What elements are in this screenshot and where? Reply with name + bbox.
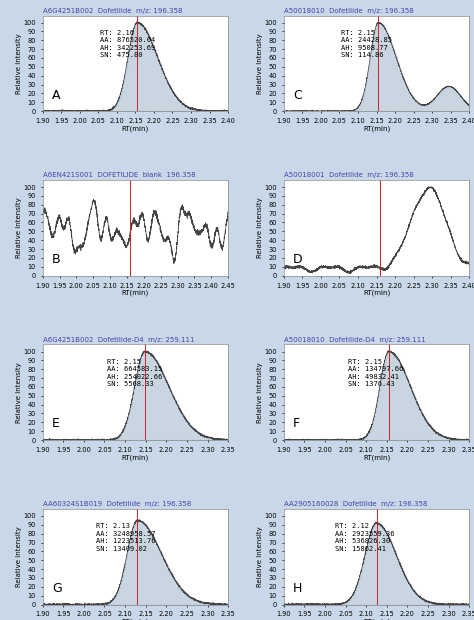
Text: RT: 2.12
AA: 2923559.36
AH: 536826.30
SN: 15862.41: RT: 2.12 AA: 2923559.36 AH: 536826.30 SN…	[335, 523, 395, 552]
Text: G: G	[52, 582, 62, 595]
Text: F: F	[293, 417, 300, 430]
Text: A6G4251B002  Dofetilide-D4  m/z: 259.111: A6G4251B002 Dofetilide-D4 m/z: 259.111	[43, 337, 194, 343]
Text: H: H	[293, 582, 302, 595]
Text: RT: 2.15
AA: 134797.66
AH: 49832.41
SN: 1376.43: RT: 2.15 AA: 134797.66 AH: 49832.41 SN: …	[347, 358, 403, 387]
Text: D: D	[293, 253, 303, 266]
Y-axis label: Relative Intensity: Relative Intensity	[16, 33, 22, 94]
X-axis label: RT(min): RT(min)	[122, 619, 149, 620]
Text: RT: 2.13
AA: 3248958.57
AH: 1223513.76
SN: 13409.02: RT: 2.13 AA: 3248958.57 AH: 1223513.76 S…	[96, 523, 156, 552]
X-axis label: RT(min): RT(min)	[363, 619, 390, 620]
Y-axis label: Relative Intensity: Relative Intensity	[257, 197, 263, 258]
X-axis label: RT(min): RT(min)	[122, 125, 149, 132]
Text: A50018001  Dofetilide  m/z: 196.358: A50018001 Dofetilide m/z: 196.358	[284, 172, 413, 178]
X-axis label: RT(min): RT(min)	[363, 125, 390, 132]
Y-axis label: Relative Intensity: Relative Intensity	[16, 362, 22, 423]
Y-axis label: Relative Intensity: Relative Intensity	[16, 197, 22, 258]
Text: A6G4251B002  Dofetilide  m/z: 196.358: A6G4251B002 Dofetilide m/z: 196.358	[43, 7, 182, 14]
Text: A50018010  Dofetilide-D4  m/z: 259.111: A50018010 Dofetilide-D4 m/z: 259.111	[284, 337, 426, 343]
X-axis label: RT(min): RT(min)	[363, 290, 390, 296]
Text: AA60324S1B019  Dofetilide  m/z: 196.358: AA60324S1B019 Dofetilide m/z: 196.358	[43, 501, 191, 507]
Y-axis label: Relative Intensity: Relative Intensity	[257, 33, 263, 94]
Text: E: E	[52, 417, 60, 430]
Text: AA2905160028  Dofetilide  m/z: 196.358: AA2905160028 Dofetilide m/z: 196.358	[284, 501, 427, 507]
Text: A6EN421S001  DOFETILIDE  blank  196.358: A6EN421S001 DOFETILIDE blank 196.358	[43, 172, 195, 178]
Y-axis label: Relative Intensity: Relative Intensity	[257, 526, 263, 587]
X-axis label: RT(min): RT(min)	[122, 454, 149, 461]
Text: B: B	[52, 253, 61, 266]
Y-axis label: Relative Intensity: Relative Intensity	[257, 362, 263, 423]
Text: RT: 2.16
AA: 876520.04
AH: 342253.69
SN: 475.80: RT: 2.16 AA: 876520.04 AH: 342253.69 SN:…	[100, 30, 155, 58]
Text: A50018010  Dofetilide  m/z: 196.358: A50018010 Dofetilide m/z: 196.358	[284, 7, 413, 14]
X-axis label: RT(min): RT(min)	[122, 290, 149, 296]
Text: RT: 2.15
AA: 664583.15
AH: 254022.66
SN: 5568.33: RT: 2.15 AA: 664583.15 AH: 254022.66 SN:…	[107, 358, 162, 387]
Y-axis label: Relative Intensity: Relative Intensity	[16, 526, 22, 587]
Text: C: C	[293, 89, 302, 102]
Text: A: A	[52, 89, 60, 102]
Text: RT: 2.15
AA: 24428.85
AH: 9508.77
SN: 114.86: RT: 2.15 AA: 24428.85 AH: 9508.77 SN: 11…	[341, 30, 392, 58]
X-axis label: RT(min): RT(min)	[363, 454, 390, 461]
